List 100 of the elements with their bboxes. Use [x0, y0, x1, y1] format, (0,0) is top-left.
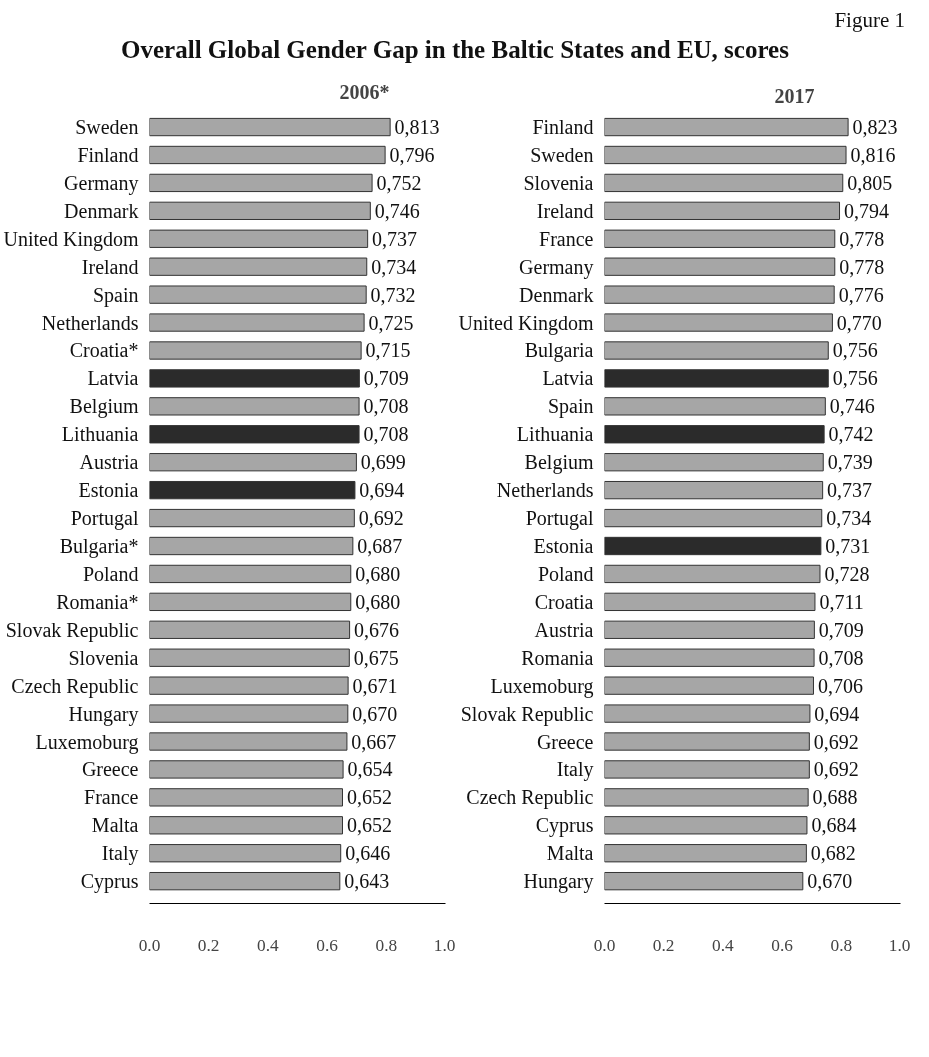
bar [149, 620, 351, 639]
x-tick-label: 0.8 [375, 935, 398, 955]
y-tick-label: Cyprus [535, 814, 594, 837]
bar [604, 173, 844, 192]
bar [604, 313, 833, 332]
y-tick-label: Lithuania [516, 422, 594, 445]
data-label: 0,646 [345, 841, 391, 864]
bar [149, 285, 367, 304]
bar [149, 787, 343, 807]
y-tick-label: Belgium [524, 450, 594, 474]
y-tick-label: Sweden [530, 143, 594, 166]
data-label: 0,805 [847, 171, 893, 194]
data-label: 0,680 [355, 590, 401, 613]
y-tick-label: Spain [547, 395, 594, 419]
data-label: 0,708 [363, 422, 409, 445]
bar [149, 117, 391, 136]
y-tick-label: United Kingdom [458, 311, 594, 335]
bar [604, 341, 829, 360]
data-label: 0,670 [807, 869, 853, 892]
y-tick-label: Romania [521, 646, 594, 669]
data-label: 0,694 [814, 702, 860, 725]
bar [604, 759, 810, 779]
y-tick-label: Poland [537, 562, 594, 585]
y-tick-label: Slovak Republic [5, 618, 139, 642]
y-tick-label: Netherlands [496, 478, 594, 501]
y-tick-label: Greece [536, 730, 594, 753]
data-label: 0,692 [813, 758, 859, 781]
bar [149, 229, 369, 248]
y-tick-label: Latvia [542, 367, 594, 390]
data-label: 0,770 [836, 311, 882, 334]
bar [604, 536, 822, 555]
data-label: 0,742 [828, 422, 874, 445]
bar [604, 592, 816, 611]
bar [604, 564, 821, 583]
bar [149, 173, 373, 192]
y-tick-label: United Kingdom [3, 227, 139, 251]
y-tick-label: Italy [556, 758, 594, 782]
data-label: 0,682 [810, 841, 856, 864]
bar [149, 341, 362, 360]
bar [604, 257, 836, 276]
bar [149, 704, 349, 723]
data-label: 0,706 [817, 674, 863, 697]
bar [604, 368, 829, 388]
y-tick-label: Spain [92, 283, 139, 307]
y-tick-label: Denmark [64, 199, 139, 222]
bar [604, 648, 815, 667]
y-tick-label: Finland [77, 143, 139, 166]
data-label: 0,756 [832, 367, 878, 390]
bar [149, 396, 360, 416]
y-tick-label: Ireland [81, 255, 139, 278]
caption: Figure 1 [834, 7, 905, 34]
y-tick-label: Czech Republic [466, 786, 594, 810]
y-tick-label: Latvia [87, 367, 139, 390]
y-tick-label: Austria [79, 450, 139, 473]
y-tick-label: Germany [64, 171, 139, 195]
x-tick-label: 0.2 [197, 935, 220, 955]
y-tick-label: Netherlands [41, 311, 139, 334]
x-tick-label: 0.6 [771, 935, 794, 955]
bar [604, 676, 814, 695]
x-tick-label: 1.0 [888, 935, 911, 955]
y-tick-label: Cyprus [80, 869, 139, 893]
y-tick-label: France [539, 227, 594, 250]
bar [149, 732, 348, 751]
data-label: 0,709 [363, 367, 409, 390]
bar [149, 564, 352, 583]
bar [149, 871, 341, 891]
data-label: 0,688 [812, 786, 858, 809]
data-label: 0,670 [352, 702, 398, 725]
data-label: 0,756 [832, 339, 878, 362]
data-label: 0,739 [827, 450, 873, 473]
data-label: 0,676 [354, 618, 400, 641]
y-tick-label: Portugal [525, 506, 594, 530]
bar [604, 396, 826, 416]
bar [604, 704, 811, 723]
data-label: 0,796 [389, 143, 435, 166]
data-label: 0,654 [347, 758, 393, 781]
bar [604, 201, 841, 220]
bar [149, 843, 342, 863]
bar [604, 871, 804, 891]
x-tick-label: 0.2 [652, 935, 675, 955]
data-label: 0,652 [346, 814, 392, 836]
data-label: 0,778 [839, 227, 885, 250]
data-label: 0,794 [843, 199, 889, 222]
y-tick-label: Austria [534, 618, 594, 641]
data-label: 0,732 [370, 283, 416, 306]
bar [149, 480, 356, 499]
bar [149, 201, 371, 220]
data-label: 0,684 [811, 814, 857, 836]
y-tick-label: Bulgaria* [59, 534, 139, 558]
bar [604, 285, 835, 304]
y-tick-label: Slovenia [68, 646, 139, 669]
bar [604, 508, 823, 527]
bar [149, 368, 360, 388]
y-tick-label: Portugal [70, 506, 139, 530]
data-label: 0,687 [357, 534, 403, 557]
bar [149, 815, 343, 835]
data-label: 0,746 [374, 199, 420, 222]
y-tick-label: Estonia [533, 534, 594, 557]
y-tick-label: Hungary [68, 702, 139, 726]
bar [604, 732, 810, 751]
